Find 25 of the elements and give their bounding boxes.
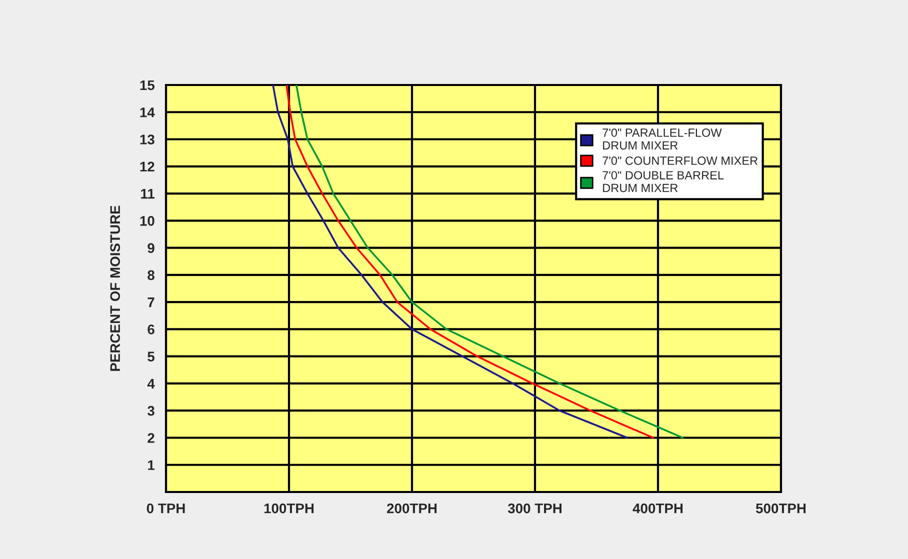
x-tick-label: 0 TPH	[146, 503, 185, 514]
y-axis-title: PERCENT OF MOISTURE	[110, 206, 120, 371]
x-tick-label: 100TPH	[264, 503, 314, 514]
legend-label: 7'0" PARALLEL-FLOW DRUM MIXER	[602, 128, 722, 150]
y-tick-label: 10	[140, 216, 154, 226]
legend-label: 7'0" DOUBLE BARREL DRUM MIXER	[602, 171, 724, 192]
y-tick-label: 9	[148, 243, 154, 253]
y-tick-label: 3	[147, 406, 154, 416]
y-tick-label: 15	[140, 80, 155, 90]
x-tick-label: 500TPH	[756, 503, 806, 514]
y-tick-label: 5	[148, 352, 155, 362]
y-tick-label: 12	[140, 162, 154, 172]
x-tick-label: 200TPH	[387, 503, 437, 514]
x-tick-label: 400TPH	[632, 503, 683, 514]
legend-label: 7'0" COUNTERFLOW MIXER	[602, 156, 758, 165]
y-tick-label: 11	[141, 189, 155, 199]
y-tick-label: 13	[140, 134, 154, 144]
y-tick-label: 1	[148, 460, 155, 470]
y-tick-label: 7	[148, 298, 154, 308]
y-tick-label: 2	[148, 433, 154, 443]
y-tick-label: 6	[148, 324, 154, 334]
x-tick-label: 300 TPH	[508, 503, 562, 514]
y-tick-label: 4	[147, 378, 155, 388]
y-tick-label: 8	[148, 270, 154, 280]
y-tick-label: 14	[140, 108, 155, 118]
